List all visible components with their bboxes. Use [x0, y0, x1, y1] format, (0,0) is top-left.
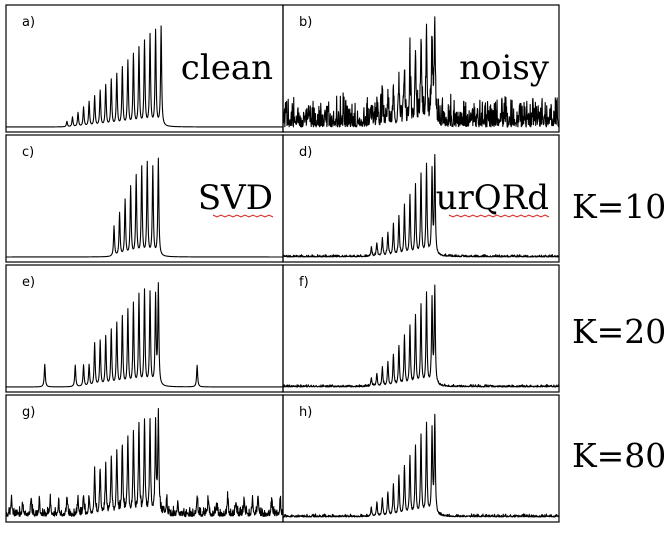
panel-method-label: SVD [198, 178, 273, 218]
k-label-80: K=80 [572, 436, 665, 475]
panel-letter: b) [299, 15, 312, 30]
panel-g: g) [5, 394, 284, 523]
panel-c: c) SVD [5, 134, 284, 263]
panel-letter: c) [22, 145, 34, 160]
spectrum-trace [5, 25, 284, 128]
panel-frame [282, 264, 560, 393]
panel-letter: a) [22, 15, 35, 30]
panel-f: f) [282, 264, 560, 393]
spectrum-trace [282, 16, 560, 128]
panel-method-label: urQRd [436, 178, 549, 218]
panel-d: d) urQRd [282, 134, 560, 263]
spellcheck-underline [448, 214, 550, 218]
panel-letter: d) [299, 145, 312, 160]
panel-frame [282, 394, 560, 523]
spectrum-trace [282, 413, 560, 518]
panel-a: a) clean [5, 4, 284, 133]
panel-letter: e) [22, 275, 35, 290]
panel-frame [5, 394, 284, 523]
panel-letter: f) [299, 275, 309, 290]
panel-e: e) [5, 264, 284, 393]
panel-method-label: noisy [459, 48, 550, 88]
spectrum-trace [5, 408, 284, 518]
panel-letter: g) [22, 405, 35, 420]
spectrum-trace [5, 282, 284, 388]
k-label-10: K=10 [572, 187, 665, 226]
panel-b: b) noisy [282, 4, 560, 133]
panel-method-label: clean [181, 48, 273, 88]
panels-layer: a) clean b) noisy c) SVD d) urQRd e) f) g) h) [5, 4, 560, 523]
spectrum-trace [282, 284, 560, 388]
panel-frame [282, 134, 560, 263]
panel-h: h) [282, 394, 560, 523]
spellcheck-underline [212, 214, 274, 218]
panel-frame [282, 4, 560, 133]
spectrum-trace [282, 153, 560, 258]
panel-letter: h) [299, 405, 312, 420]
k-label-20: K=20 [572, 312, 665, 351]
spectrum-trace [5, 157, 284, 258]
